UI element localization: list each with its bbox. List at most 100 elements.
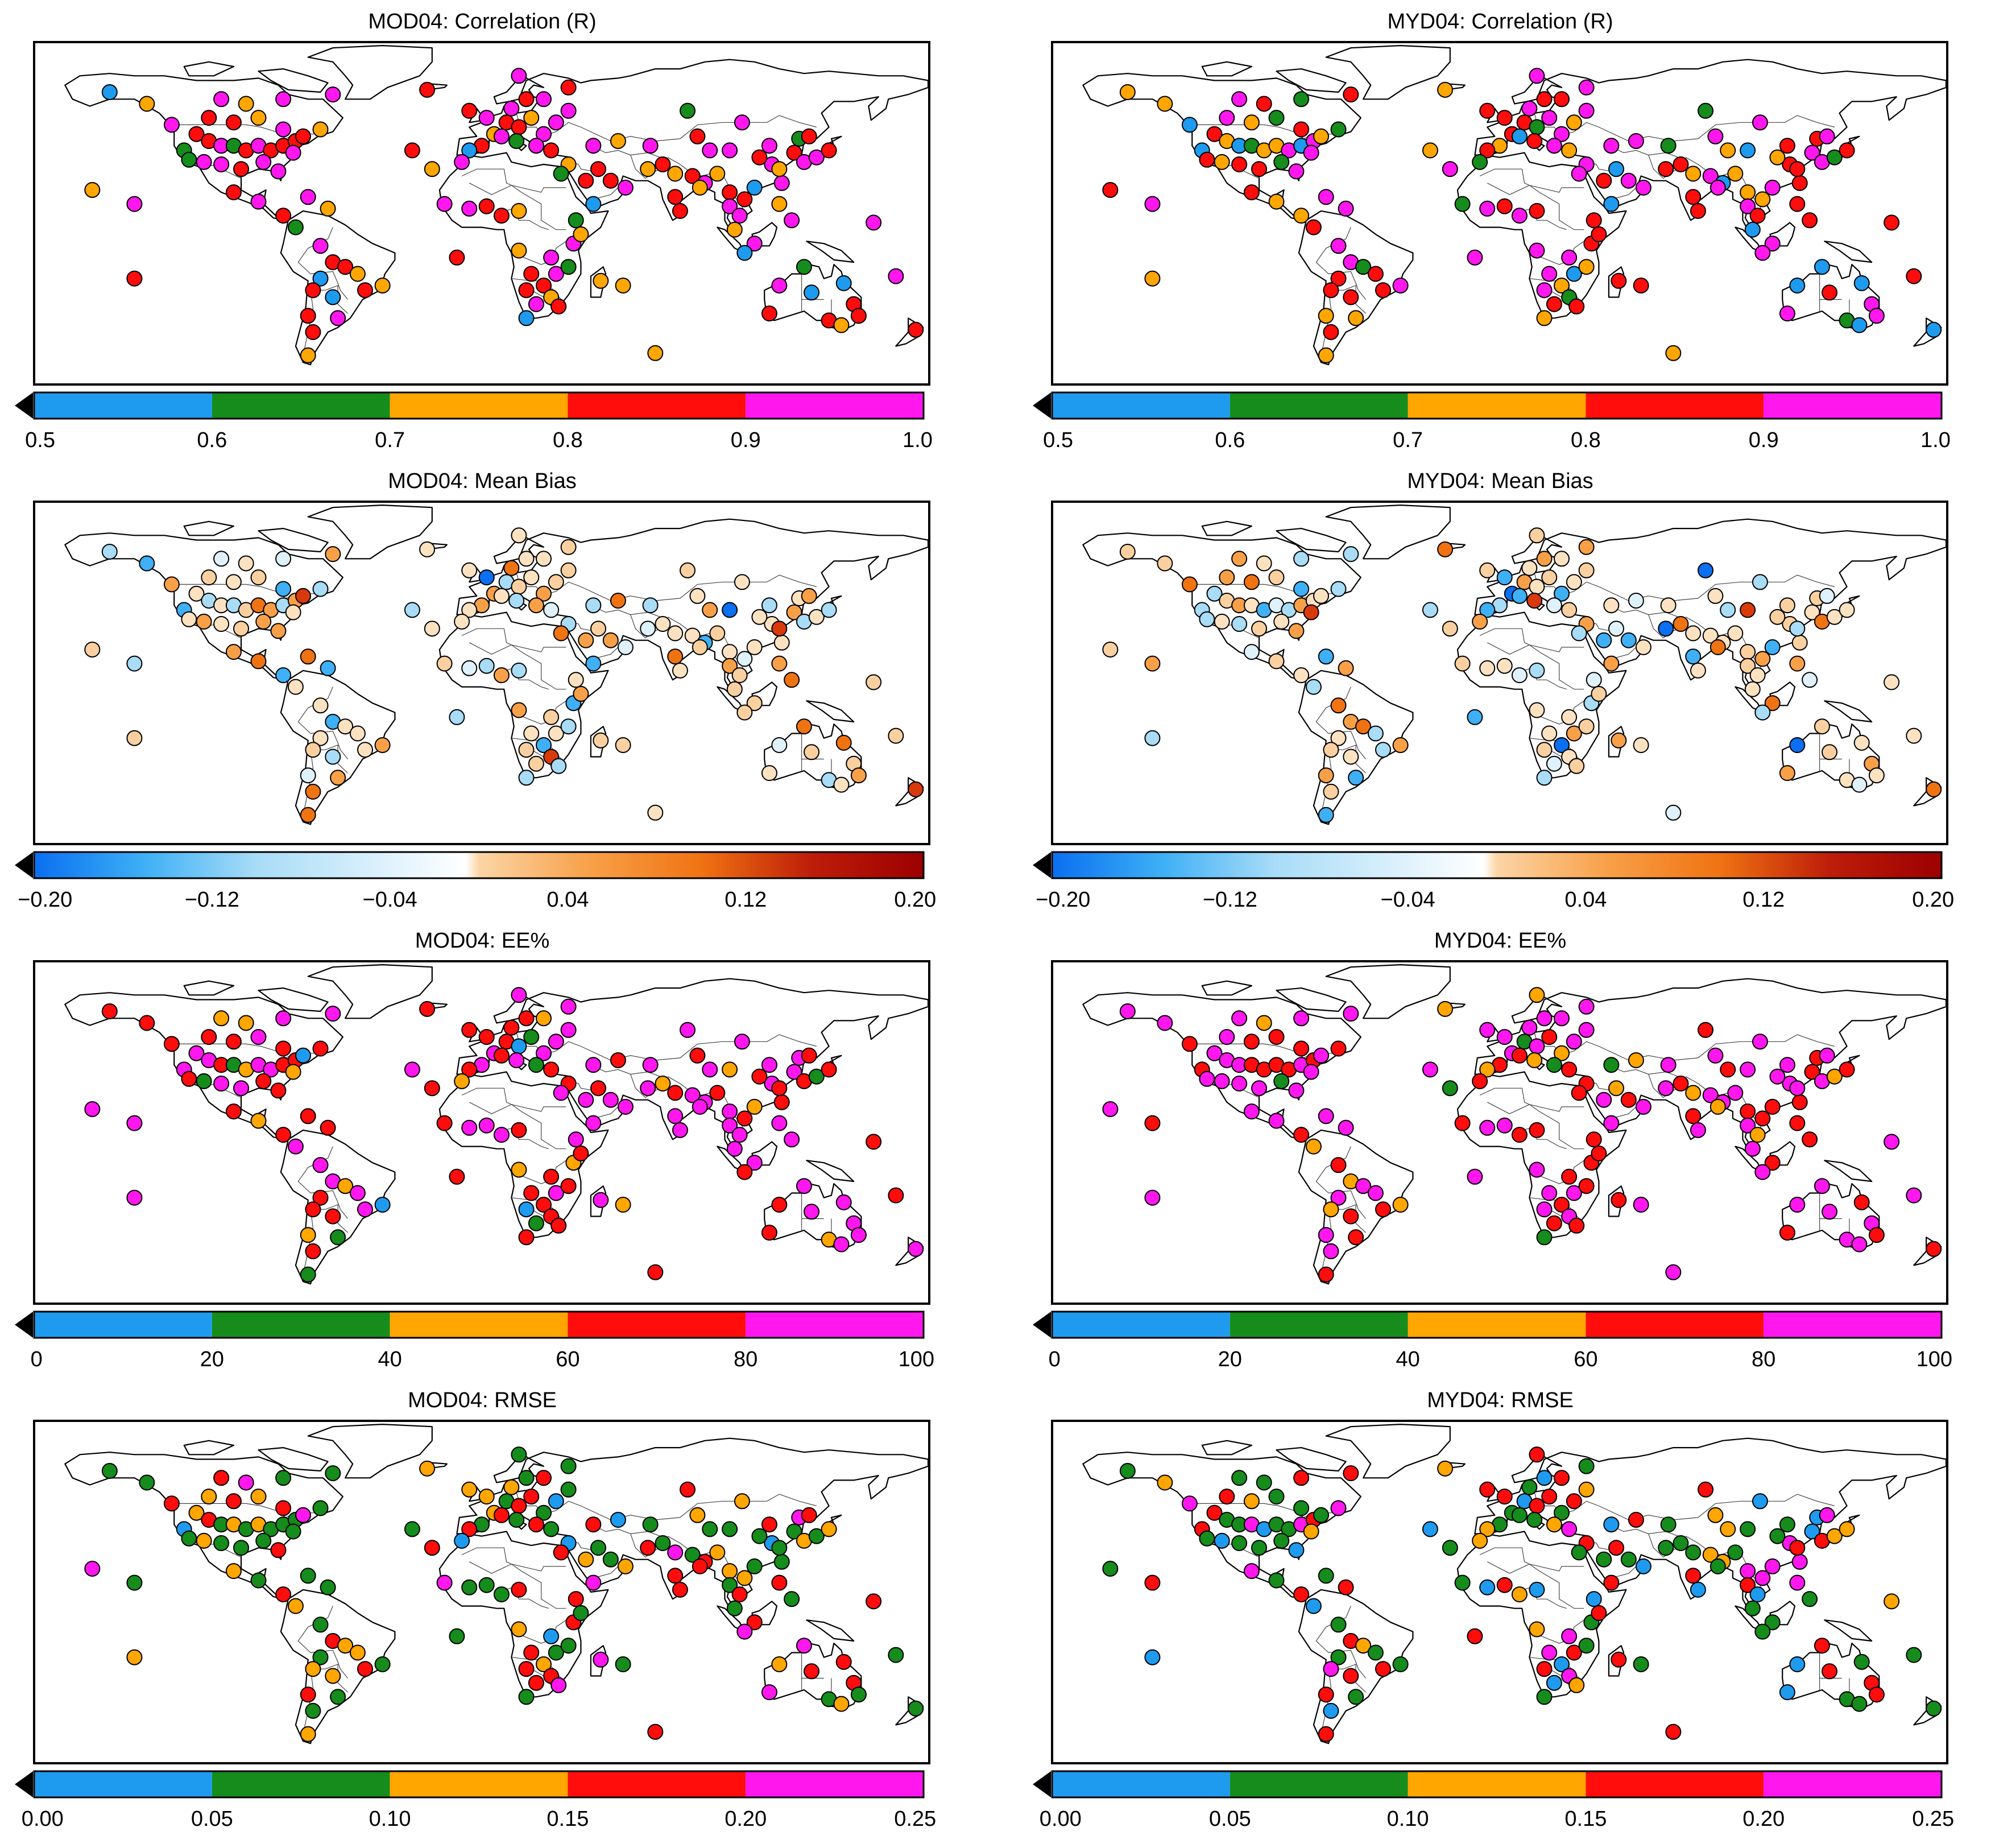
site-marker: [1472, 154, 1488, 170]
site-marker: [1665, 345, 1682, 361]
site-marker: [1566, 1644, 1582, 1661]
site-marker: [1804, 144, 1820, 161]
coastline-layer: [64, 964, 928, 1285]
site-marker: [320, 1119, 336, 1136]
site-marker: [1819, 588, 1835, 604]
site-marker: [615, 1656, 631, 1672]
site-marker: [1707, 1047, 1724, 1064]
site-marker: [1752, 114, 1768, 131]
site-marker: [1752, 1493, 1768, 1510]
site-marker: [1826, 1528, 1843, 1544]
landmass-outline: [1325, 44, 1451, 100]
site-marker: [771, 621, 788, 637]
site-marker: [295, 588, 311, 604]
site-marker: [528, 755, 544, 772]
site-marker: [1536, 91, 1553, 108]
site-marker: [1561, 142, 1578, 159]
site-marker: [835, 734, 852, 751]
site-marker: [1496, 1029, 1513, 1045]
site-marker: [518, 310, 535, 326]
site-marker: [1779, 765, 1795, 782]
site-marker: [1620, 1092, 1637, 1108]
site-marker: [478, 1029, 495, 1045]
site-marker: [250, 193, 267, 210]
site-marker: [1554, 1656, 1570, 1672]
site-marker: [1318, 1227, 1334, 1243]
site-marker: [196, 154, 212, 170]
site-marker: [1628, 593, 1644, 609]
site-marker: [808, 1528, 825, 1544]
site-marker: [1789, 161, 1806, 177]
site-marker: [1343, 289, 1359, 305]
site-marker: [1685, 189, 1702, 205]
site-marker: [101, 544, 118, 560]
site-marker: [615, 737, 631, 753]
site-marker: [201, 110, 217, 126]
site-marker: [553, 1544, 569, 1561]
site-marker: [560, 1022, 577, 1038]
site-marker: [1690, 1581, 1706, 1598]
site-marker: [746, 639, 763, 655]
colorbar-tick-label: 0.20: [725, 1807, 767, 1831]
colorbar-tick-label: 0.20: [894, 888, 937, 912]
colorbar-tick-label: 0.00: [1039, 1807, 1082, 1831]
colorbar-underflow-arrow: [15, 852, 33, 878]
site-marker: [1144, 196, 1161, 212]
site-marker: [1586, 672, 1602, 688]
site-marker: [275, 667, 292, 684]
site-marker: [270, 1082, 287, 1099]
site-marker: [225, 184, 242, 201]
site-marker: [1665, 1264, 1682, 1280]
site-marker: [1199, 1070, 1215, 1087]
site-marker: [493, 208, 510, 224]
site-marker: [1554, 585, 1570, 602]
site-marker: [1536, 1661, 1553, 1677]
site-marker: [866, 1593, 882, 1610]
site-marker: [786, 144, 802, 161]
site-marker: [511, 68, 527, 84]
colorbar-segment: [1408, 1312, 1586, 1338]
site-marker: [1102, 1561, 1119, 1577]
site-marker: [1243, 574, 1260, 590]
site-marker: [1330, 730, 1347, 746]
site-marker: [181, 1530, 197, 1547]
site-marker: [295, 1047, 311, 1064]
site-marker: [424, 1080, 440, 1097]
site-marker: [672, 1581, 688, 1598]
coastline-layer: [1082, 1423, 1946, 1744]
site-marker: [312, 270, 329, 287]
site-marker: [1243, 644, 1260, 660]
landmass-outline: [1201, 520, 1252, 536]
site-marker: [1231, 91, 1248, 108]
site-marker: [238, 1474, 254, 1491]
site-marker: [1727, 1085, 1744, 1101]
site-marker: [1303, 1064, 1319, 1080]
site-marker: [1744, 681, 1761, 697]
panel-title: MYD04: Correlation (R): [1387, 10, 1613, 34]
site-marker: [702, 602, 718, 618]
site-marker: [1906, 268, 1922, 284]
site-marker: [585, 597, 602, 614]
landmass-outline: [183, 520, 234, 536]
site-marker: [1330, 1500, 1347, 1516]
map-panel-myd04-rmse: MYD04: RMSE 0.00 0.05 0.10 0.15 0.20 0.25: [1028, 1387, 1972, 1831]
site-marker: [312, 730, 329, 746]
colorbar-segment: [1586, 1312, 1764, 1338]
site-marker: [1541, 725, 1558, 742]
site-marker: [610, 1512, 626, 1528]
site-marker: [1727, 625, 1744, 642]
site-marker: [312, 238, 329, 254]
site-marker: [1343, 749, 1359, 765]
landmass-outline: [1824, 700, 1873, 723]
site-marker: [548, 1185, 564, 1201]
site-marker: [493, 1127, 510, 1143]
site-marker: [1511, 1586, 1528, 1603]
site-marker: [1313, 1507, 1329, 1523]
site-marker: [1710, 1558, 1726, 1574]
site-marker: [1665, 1723, 1682, 1740]
site-marker: [1102, 182, 1119, 198]
site-marker-layer: [84, 987, 924, 1283]
site-marker: [1764, 179, 1781, 196]
site-marker: [275, 1500, 292, 1516]
site-marker: [761, 305, 777, 322]
